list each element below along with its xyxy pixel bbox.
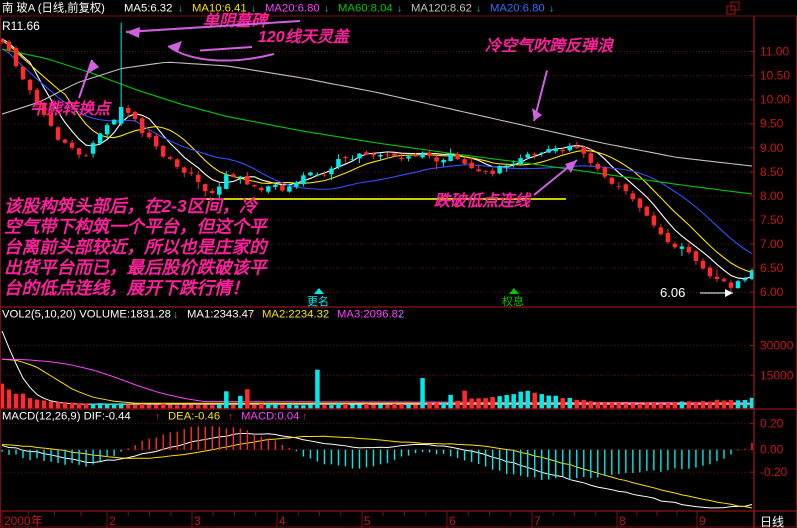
svg-text:3: 3 (194, 514, 201, 528)
svg-text:牛熊转换点: 牛熊转换点 (30, 100, 112, 118)
svg-text:跌破低点连线: 跌破低点连线 (434, 192, 532, 210)
svg-text:空气带下构筑一个平台，但这个平: 空气带下构筑一个平台，但这个平 (4, 217, 269, 237)
svg-text:MA2:2234.32: MA2:2234.32 (262, 309, 329, 321)
svg-text:↓: ↓ (324, 4, 329, 15)
svg-text:7.00: 7.00 (760, 237, 784, 251)
svg-text:DEA:-0.46: DEA:-0.46 (168, 411, 220, 423)
svg-text:南 玻A (日线,前复权): 南 玻A (日线,前复权) (2, 1, 105, 15)
svg-text:台的低点连线，展开下跌行情！: 台的低点连线，展开下跌行情！ (4, 278, 249, 298)
svg-text:↓: ↓ (323, 310, 328, 321)
svg-text:该股构筑头部后，在2-3区间，冷: 该股构筑头部后，在2-3区间，冷 (4, 196, 259, 216)
svg-text:↑: ↑ (155, 412, 160, 423)
svg-text:MA60:8.04: MA60:8.04 (338, 3, 393, 15)
svg-text:10.50: 10.50 (760, 69, 790, 83)
svg-text:0.20: 0.20 (760, 417, 784, 431)
svg-text:9: 9 (699, 514, 706, 528)
svg-text:VOL2(5,10,20) VOLUME:1831.28: VOL2(5,10,20) VOLUME:1831.28 (2, 309, 171, 321)
svg-text:MA20:6.80: MA20:6.80 (490, 3, 545, 15)
svg-text:2: 2 (109, 514, 116, 528)
svg-text:↓: ↓ (178, 4, 183, 15)
svg-text:8.50: 8.50 (760, 165, 784, 179)
svg-text:MA3:2096.82: MA3:2096.82 (337, 309, 404, 321)
svg-text:6.06: 6.06 (660, 285, 685, 300)
svg-text:9.00: 9.00 (760, 141, 784, 155)
svg-text:6.50: 6.50 (760, 261, 784, 275)
svg-text:15000: 15000 (760, 368, 794, 382)
svg-text:120线天灵盖: 120线天灵盖 (258, 28, 351, 46)
svg-text:↑: ↑ (302, 412, 307, 423)
svg-text:7.50: 7.50 (760, 213, 784, 227)
svg-text:↓: ↓ (398, 310, 403, 321)
svg-text:6.00: 6.00 (760, 285, 784, 299)
svg-text:7: 7 (534, 514, 541, 528)
svg-text:日线: 日线 (760, 515, 784, 528)
svg-text:8.00: 8.00 (760, 189, 784, 203)
svg-text:2000年: 2000年 (4, 514, 43, 528)
svg-text:MACD(12,26,9) DIF:-0.44: MACD(12,26,9) DIF:-0.44 (2, 411, 131, 423)
svg-text:MA5:6.32: MA5:6.32 (124, 3, 172, 15)
svg-text:10.00: 10.00 (760, 93, 790, 107)
svg-text:↓: ↓ (549, 4, 554, 15)
svg-text:5: 5 (364, 514, 371, 528)
svg-text:↓: ↓ (397, 4, 402, 15)
svg-text:6: 6 (449, 514, 456, 528)
svg-text:↓: ↓ (173, 310, 178, 321)
svg-text:↑: ↑ (228, 412, 233, 423)
svg-text:↑: ↑ (248, 310, 253, 321)
svg-text:冷空气吹跨反弹浪: 冷空气吹跨反弹浪 (485, 37, 615, 55)
svg-text:R11.66: R11.66 (2, 19, 40, 33)
svg-text:11.00: 11.00 (760, 45, 789, 59)
svg-text:出货平台而已，最后股价跌破该平: 出货平台而已，最后股价跌破该平 (4, 258, 269, 278)
svg-text:权息: 权息 (502, 294, 524, 308)
svg-text:MACD:0.04: MACD:0.04 (241, 411, 299, 423)
svg-text:↓: ↓ (476, 4, 481, 15)
svg-text:更名: 更名 (307, 294, 329, 308)
svg-text:MA1:2343.47: MA1:2343.47 (187, 309, 254, 321)
svg-text:台离前头部较近，所以也是庄家的: 台离前头部较近，所以也是庄家的 (4, 237, 269, 257)
svg-text:9.50: 9.50 (760, 117, 784, 131)
svg-text:30000: 30000 (760, 339, 794, 353)
svg-text:4: 4 (279, 514, 286, 528)
svg-text:MA120:8.62: MA120:8.62 (411, 3, 472, 15)
svg-text:-0.20: -0.20 (760, 465, 788, 479)
svg-text:MA20:6.80: MA20:6.80 (265, 3, 320, 15)
svg-text:0.00: 0.00 (760, 443, 784, 457)
svg-text:8: 8 (619, 514, 626, 528)
